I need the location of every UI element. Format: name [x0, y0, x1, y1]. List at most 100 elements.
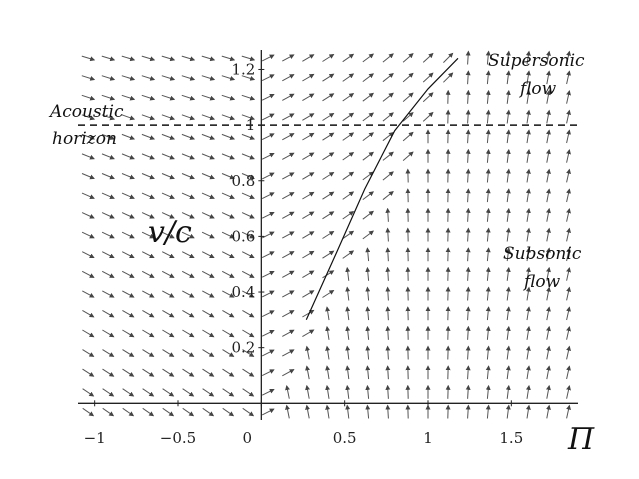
field-arrow	[181, 231, 195, 239]
field-arrow	[121, 133, 136, 140]
field-arrow	[242, 309, 255, 318]
field-arrow	[161, 212, 175, 219]
field-arrow	[261, 270, 275, 278]
field-arrow	[202, 329, 215, 338]
field-arrow	[305, 384, 310, 399]
field-arrow	[221, 251, 235, 259]
field-arrow	[325, 345, 331, 360]
field-arrow	[302, 73, 315, 82]
field-arrow	[382, 112, 394, 122]
field-arrow	[325, 325, 331, 340]
field-arrow	[365, 384, 371, 399]
vector-field-arrows	[81, 50, 571, 419]
field-arrow	[525, 168, 531, 183]
horizon-label-line2: horizon	[52, 129, 117, 149]
field-arrow	[161, 251, 175, 259]
field-arrow	[485, 109, 491, 124]
field-arrow	[362, 210, 375, 220]
field-arrow	[485, 365, 491, 380]
field-arrow	[465, 168, 471, 183]
supersonic-label-line1: Supersonic	[488, 51, 585, 71]
field-arrow	[221, 114, 236, 121]
field-arrow	[505, 50, 511, 65]
x-tick-label: −1	[84, 429, 106, 447]
field-arrow	[141, 55, 156, 62]
field-arrow	[161, 153, 175, 160]
field-arrow	[302, 191, 315, 200]
field-arrow	[525, 188, 531, 203]
field-arrow	[385, 286, 391, 301]
field-arrow	[402, 151, 414, 161]
field-arrow	[305, 345, 310, 360]
field-arrow	[221, 192, 235, 200]
field-arrow	[525, 306, 531, 321]
field-arrow	[81, 173, 95, 180]
field-arrow	[282, 172, 295, 180]
field-arrow	[402, 72, 414, 83]
field-arrow	[342, 53, 355, 63]
field-arrow	[141, 75, 156, 81]
field-arrow	[142, 388, 155, 397]
field-arrow	[566, 109, 571, 124]
field-arrow	[161, 94, 176, 101]
field-arrow	[201, 94, 216, 101]
field-arrow	[485, 266, 491, 281]
field-arrow	[142, 407, 155, 417]
field-arrow	[142, 329, 155, 338]
field-arrow	[162, 329, 175, 338]
field-arrow	[182, 388, 195, 397]
field-arrow	[222, 388, 235, 397]
field-arrow	[302, 172, 315, 180]
field-arrow	[282, 74, 295, 82]
field-arrow	[382, 131, 394, 142]
field-arrow	[305, 404, 310, 419]
field-arrow	[101, 173, 115, 180]
field-arrow	[302, 309, 315, 318]
field-arrow	[505, 188, 511, 203]
field-arrow	[485, 384, 491, 399]
field-arrow	[101, 212, 115, 219]
field-arrow	[282, 310, 295, 318]
field-arrow	[505, 227, 511, 242]
field-arrow	[345, 365, 351, 380]
field-arrow	[141, 251, 155, 259]
field-arrow	[181, 55, 196, 62]
field-arrow	[81, 251, 95, 259]
field-arrow	[122, 349, 135, 357]
field-arrow	[82, 290, 95, 298]
field-arrow	[162, 349, 175, 357]
field-arrow	[241, 153, 255, 160]
field-arrow	[485, 286, 491, 301]
x-tick-label: 0	[243, 429, 253, 447]
field-arrow	[161, 173, 175, 180]
field-arrow	[385, 247, 391, 262]
field-arrow	[566, 168, 571, 183]
field-arrow	[465, 227, 471, 242]
field-arrow	[505, 286, 511, 301]
field-arrow	[485, 404, 491, 419]
field-arrow	[261, 349, 275, 357]
field-arrow	[242, 329, 255, 338]
field-arrow	[101, 231, 115, 239]
field-arrow	[241, 133, 256, 140]
field-arrow	[101, 251, 115, 259]
field-arrow	[261, 152, 275, 160]
field-arrow	[302, 250, 315, 259]
field-arrow	[241, 270, 255, 278]
field-arrow	[385, 306, 391, 321]
field-arrow	[342, 191, 355, 200]
field-arrow	[282, 54, 295, 62]
field-arrow	[142, 349, 155, 357]
field-arrow	[261, 369, 275, 377]
field-arrow	[282, 152, 295, 160]
field-arrow	[362, 92, 375, 102]
field-arrow	[285, 404, 290, 419]
field-arrow	[101, 133, 116, 140]
field-arrow	[302, 113, 315, 121]
field-arrow	[81, 75, 96, 81]
field-arrow	[182, 329, 195, 338]
field-arrow	[362, 191, 375, 201]
field-arrow	[465, 306, 471, 321]
field-arrow	[525, 89, 531, 104]
field-arrow	[525, 109, 531, 124]
